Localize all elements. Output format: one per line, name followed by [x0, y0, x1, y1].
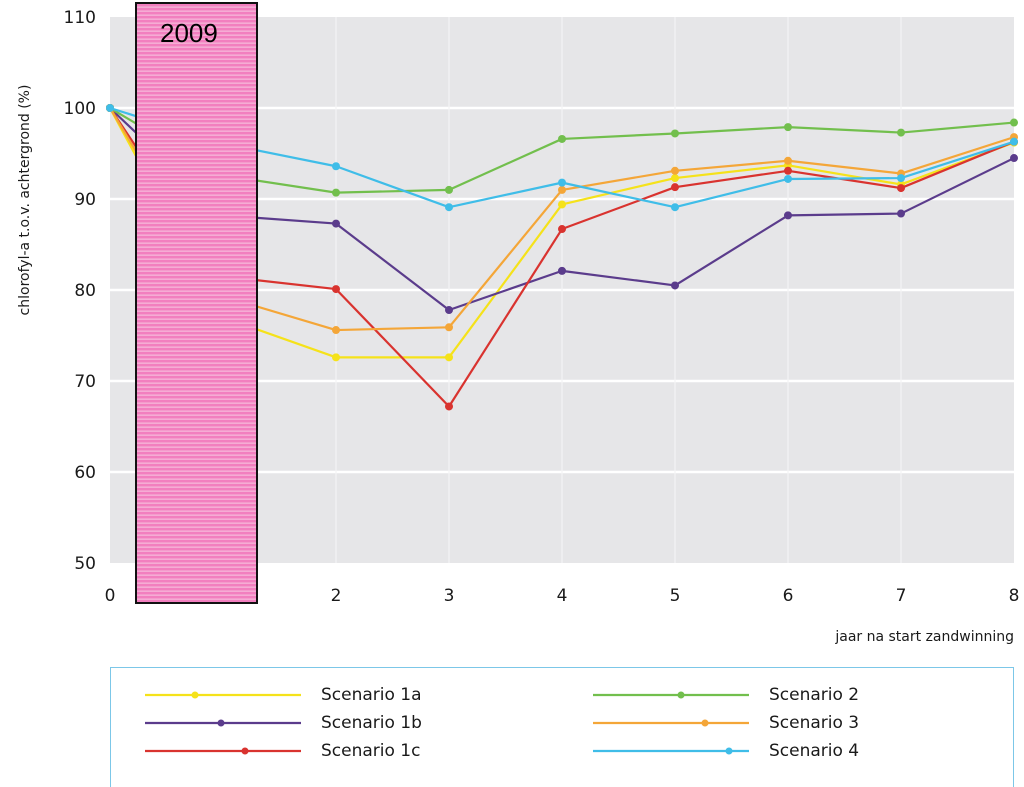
data-point	[445, 185, 453, 194]
legend-label: Scenario 1c	[321, 741, 421, 761]
y-tick-label: 70	[74, 372, 96, 392]
x-tick-label: 5	[670, 586, 681, 606]
year-highlight-overlay	[135, 2, 258, 604]
x-tick-label: 3	[444, 586, 455, 606]
legend: Scenario 1a Scenario 1b Scenario 1c Scen…	[110, 667, 1014, 787]
y-axis-title: chlorofyl-a t.o.v. achtergrond (%)	[17, 85, 33, 316]
data-point	[784, 156, 792, 165]
y-tick-label: 100	[64, 99, 96, 119]
series-scenario-4	[106, 104, 1018, 212]
year-label: 2009	[160, 18, 218, 48]
data-point	[558, 185, 566, 194]
y-tick-label: 110	[64, 8, 96, 28]
legend-label: Scenario 1b	[321, 713, 422, 733]
data-point	[332, 188, 340, 197]
data-point	[897, 174, 905, 183]
y-tick-label: 50	[74, 554, 96, 574]
legend-label: Scenario 3	[769, 713, 860, 733]
data-point	[445, 323, 453, 332]
legend-label: Scenario 1a	[321, 685, 422, 705]
data-point	[1010, 118, 1018, 127]
data-point	[671, 129, 679, 138]
data-point	[897, 184, 905, 193]
y-tick-label: 90	[74, 190, 96, 210]
y-tick-label: 80	[74, 281, 96, 301]
data-point	[897, 209, 905, 218]
x-tick-label: 0	[105, 586, 116, 606]
legend-swatch	[145, 719, 301, 727]
x-tick-label: 4	[557, 586, 568, 606]
x-axis-title: jaar na start zandwinning	[834, 629, 1014, 645]
legend-swatch	[593, 719, 749, 727]
data-point	[558, 178, 566, 187]
data-point	[558, 225, 566, 234]
data-point	[332, 219, 340, 228]
y-tick-labels: 50 60 70 80 90 100 110	[64, 8, 96, 574]
y-tick-label: 60	[74, 463, 96, 483]
data-point	[671, 183, 679, 192]
data-point	[332, 353, 340, 362]
data-point	[671, 174, 679, 183]
x-tick-label: 8	[1009, 586, 1020, 606]
data-point	[445, 353, 453, 362]
data-point	[558, 134, 566, 143]
data-point	[897, 128, 905, 137]
x-tick-label: 7	[896, 586, 907, 606]
data-point	[106, 104, 114, 112]
legend-swatch	[145, 691, 301, 699]
legend-label: Scenario 4	[769, 741, 860, 761]
data-point	[445, 203, 453, 212]
data-point	[445, 402, 453, 411]
data-point	[784, 211, 792, 220]
data-point	[558, 266, 566, 275]
x-tick-label: 2	[331, 586, 342, 606]
gridlines	[110, 17, 1014, 563]
x-tick-label: 6	[783, 586, 794, 606]
data-point	[671, 203, 679, 212]
data-point	[1010, 137, 1018, 146]
data-point	[445, 306, 453, 315]
legend-label: Scenario 2	[769, 685, 860, 705]
data-point	[558, 200, 566, 209]
data-point	[332, 326, 340, 335]
data-point	[332, 285, 340, 294]
data-point	[1010, 154, 1018, 163]
data-point	[671, 281, 679, 290]
legend-swatch	[145, 747, 301, 755]
legend-swatch	[593, 691, 749, 699]
series-lines	[106, 104, 1018, 411]
data-point	[671, 166, 679, 175]
legend-swatch	[593, 747, 749, 755]
data-point	[332, 162, 340, 171]
data-point	[784, 174, 792, 183]
data-point	[784, 123, 792, 132]
year-highlight-box	[135, 2, 258, 604]
data-point	[784, 166, 792, 175]
